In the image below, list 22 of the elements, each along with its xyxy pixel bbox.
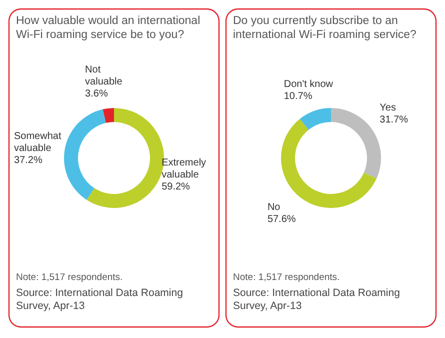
data-label: 57.6% xyxy=(267,214,296,225)
slice-label: Don't know xyxy=(284,79,334,90)
chart-title: How valuable would an international Wi-Fi roaming service be to you? xyxy=(16,15,200,41)
text: Note: 1,517 respondents. xyxy=(233,272,340,283)
slice-label: No xyxy=(267,202,281,213)
data-label: 3.6% xyxy=(85,88,108,100)
text: Note: 1,517 respondents. xyxy=(16,272,123,283)
donut-slice xyxy=(331,108,381,178)
slice-label: Somewhat valuable xyxy=(14,130,62,154)
chart-title: Do you currently subscribe to an international Wi-Fi roaming service? xyxy=(233,15,416,41)
donut-slice xyxy=(300,108,331,130)
data-label: 10.7% xyxy=(284,91,312,102)
source-note: Source: International Data Roaming Survey, Apr-13 xyxy=(233,287,400,312)
donut-slice xyxy=(64,109,106,200)
source-note: Source: International Data Roaming Survey, Apr-13 xyxy=(16,287,184,312)
data-label: 59.2% xyxy=(162,182,190,193)
donut-slice xyxy=(102,108,114,123)
data-label: 37.2% xyxy=(14,154,42,166)
slice-label: Yes xyxy=(380,102,396,114)
slice-label: Not valuable xyxy=(85,64,123,88)
donut-slice xyxy=(281,118,377,208)
data-label: 31.7% xyxy=(380,114,408,126)
